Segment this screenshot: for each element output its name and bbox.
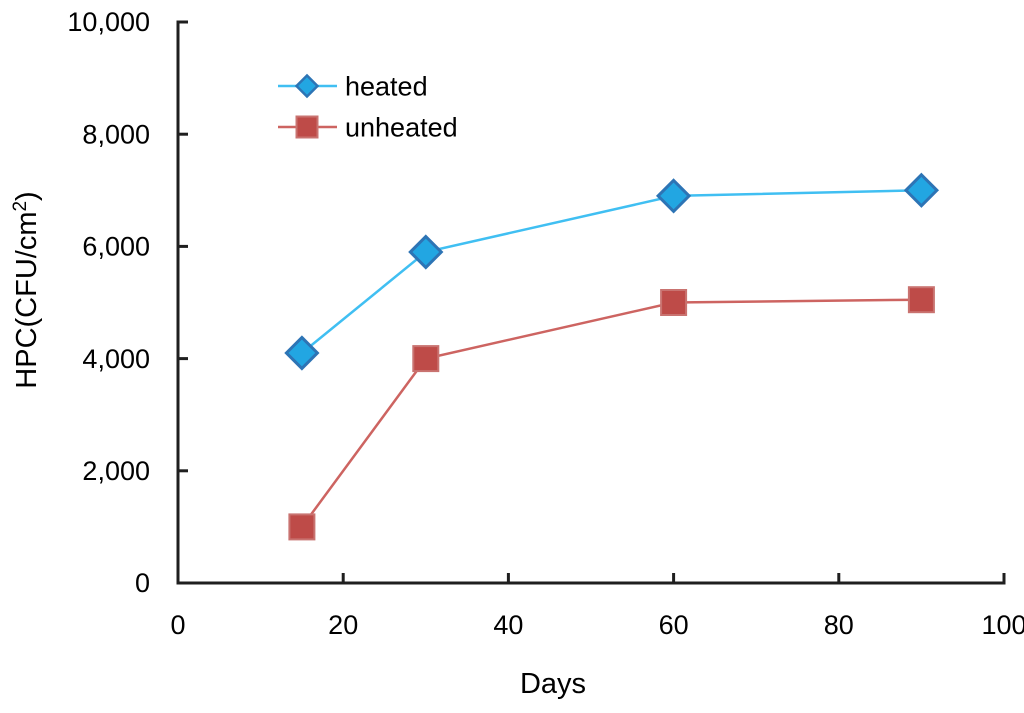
y-tick-label: 6,000 — [82, 232, 150, 262]
data-point-unheated — [412, 345, 440, 373]
series-line-unheated — [300, 298, 922, 528]
x-axis-label: Days — [520, 668, 586, 700]
data-point-unheated — [660, 289, 688, 316]
x-tick-label: 100 — [981, 610, 1024, 640]
legend-label-heated: heated — [345, 71, 428, 101]
legend-label-unheated: unheated — [345, 112, 458, 142]
y-tick-label: 4,000 — [82, 344, 150, 374]
y-tick-label: 8,000 — [82, 119, 150, 149]
data-point-unheated — [907, 286, 935, 314]
x-tick-label: 80 — [824, 610, 854, 640]
x-tick-label: 60 — [659, 610, 689, 640]
y-axis-label: HPC(CFU/cm2) — [10, 191, 43, 388]
y-tick-label: 2,000 — [82, 456, 150, 486]
legend-marker-unheated — [295, 115, 319, 139]
legend-marker-heated — [294, 73, 320, 99]
data-point-heated — [903, 172, 940, 208]
x-tick-label: 40 — [493, 610, 523, 640]
data-point-heated — [284, 335, 320, 371]
data-point-heated — [655, 178, 692, 214]
y-tick-label: 10,000 — [67, 7, 150, 37]
y-tick-label: 0 — [135, 568, 150, 598]
series-line-heated — [301, 189, 922, 354]
axis-lines — [176, 20, 1006, 585]
x-tick-label: 20 — [328, 610, 358, 640]
x-tick-label: 0 — [170, 610, 185, 640]
data-point-unheated — [288, 513, 316, 541]
data-point-heated — [408, 234, 444, 270]
